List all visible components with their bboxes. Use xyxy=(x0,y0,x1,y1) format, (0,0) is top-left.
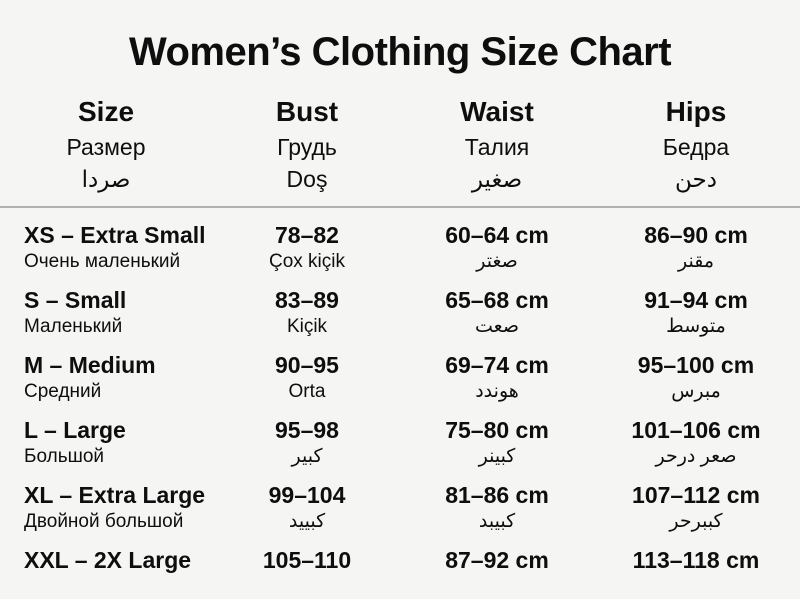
size-sublabel: Очень маленький xyxy=(24,251,181,272)
cell-hips: 86–90 cm مقنر xyxy=(592,221,800,275)
waist-value: 81–86 cm xyxy=(445,482,549,508)
page-title: Women’s Clothing Size Chart xyxy=(128,30,672,74)
cell-waist: 60–64 cm صغتر xyxy=(402,221,592,275)
cell-bust: 95–98 كبير xyxy=(212,416,402,470)
bust-subvalue: Orta xyxy=(288,381,326,402)
header-bust-en: Bust xyxy=(275,96,339,127)
table-row-s: S – Small Маленький 83–89 Kiçik 65–68 cm… xyxy=(0,286,800,340)
cell-waist: 65–68 cm صعت xyxy=(402,286,592,340)
cell-size: XS – Extra Small Очень маленький xyxy=(0,221,212,275)
cell-hips: 107–112 cm كببرحر xyxy=(592,481,800,535)
header-waist-l3: صغير xyxy=(471,166,523,192)
bust-value: 105–110 xyxy=(262,547,352,573)
hips-value: 107–112 cm xyxy=(632,482,760,508)
cell-hips: 91–94 cm متوسط xyxy=(592,286,800,340)
size-sublabel: Средний xyxy=(24,381,102,402)
header-size-en: Size xyxy=(77,96,135,127)
bust-value: 95–98 xyxy=(275,417,339,443)
bust-subvalue: كبييد xyxy=(288,511,326,532)
header-divider xyxy=(0,206,800,208)
hips-value: 86–90 cm xyxy=(644,222,748,248)
header-col-size: Size Размер صردا xyxy=(0,97,212,193)
cell-size: S – Small Маленький xyxy=(0,286,212,340)
hips-value: 91–94 cm xyxy=(644,287,748,313)
waist-subvalue: كبيبد xyxy=(478,511,516,532)
header-hips-ru: Бедра xyxy=(662,134,730,160)
size-sublabel: Двойной большой xyxy=(24,511,184,532)
header-waist-ru: Талия xyxy=(464,134,530,160)
table-row-xl: XL – Extra Large Двойной большой 99–104 … xyxy=(0,481,800,535)
cell-bust: 105–110 xyxy=(212,546,402,574)
header-hips-en: Hips xyxy=(665,96,727,127)
cell-hips: 95–100 cm مبرس xyxy=(592,351,800,405)
size-label: S – Small xyxy=(24,287,127,313)
bust-value: 78–82 xyxy=(275,222,339,248)
header-col-bust: Bust Грудь Doş xyxy=(212,97,402,193)
cell-waist: 75–80 cm كبينر xyxy=(402,416,592,470)
waist-value: 75–80 cm xyxy=(445,417,549,443)
size-label: L – Large xyxy=(24,417,126,443)
bust-subvalue: كبير xyxy=(291,446,323,467)
header-bust-ru: Грудь xyxy=(277,134,337,160)
table-row-xs: XS – Extra Small Очень маленький 78–82 Ç… xyxy=(0,221,800,275)
header-bust-l3: Doş xyxy=(286,166,328,192)
size-label: M – Medium xyxy=(24,352,156,378)
waist-value: 60–64 cm xyxy=(445,222,549,248)
size-label: XL – Extra Large xyxy=(24,482,206,508)
cell-hips: 101–106 cm صعر درحر xyxy=(592,416,800,470)
hips-value: 101–106 cm xyxy=(631,417,761,443)
header-waist-en: Waist xyxy=(460,96,534,127)
waist-subvalue: صعت xyxy=(475,316,519,337)
size-label: XS – Extra Small xyxy=(24,222,206,248)
waist-subvalue: هوندد xyxy=(475,381,519,402)
cell-size: XL – Extra Large Двойной большой xyxy=(0,481,212,535)
hips-subvalue: مبرس xyxy=(671,381,721,402)
bust-subvalue: Kiçik xyxy=(286,316,328,337)
bust-value: 83–89 xyxy=(275,287,339,313)
cell-hips: 113–118 cm xyxy=(592,546,800,574)
table-row-m: M – Medium Средний 90–95 Orta 69–74 cm ه… xyxy=(0,351,800,405)
cell-bust: 78–82 Çox kiçik xyxy=(212,221,402,275)
header-hips-l3: دحن xyxy=(675,166,717,192)
hips-subvalue: صعر درحر xyxy=(655,446,737,467)
header-col-hips: Hips Бедра دحن xyxy=(592,97,800,193)
header-size-l3: صردا xyxy=(81,166,131,192)
waist-value: 65–68 cm xyxy=(445,287,549,313)
bust-value: 90–95 xyxy=(275,352,339,378)
size-sublabel: Большой xyxy=(24,446,105,467)
hips-value: 113–118 cm xyxy=(632,547,760,573)
cell-size: M – Medium Средний xyxy=(0,351,212,405)
header-col-waist: Waist Талия صغير xyxy=(402,97,592,193)
hips-subvalue: كببرحر xyxy=(669,511,723,532)
cell-bust: 90–95 Orta xyxy=(212,351,402,405)
cell-bust: 83–89 Kiçik xyxy=(212,286,402,340)
cell-waist: 87–92 cm xyxy=(402,546,592,574)
cell-waist: 81–86 cm كبيبد xyxy=(402,481,592,535)
bust-value: 99–104 xyxy=(268,482,346,508)
waist-value: 69–74 cm xyxy=(445,352,549,378)
size-label: XXL – 2X Large xyxy=(24,547,192,573)
table-row-l: L – Large Большой 95–98 كبير 75–80 cm كب… xyxy=(0,416,800,470)
hips-subvalue: متوسط xyxy=(666,316,726,337)
cell-bust: 99–104 كبييد xyxy=(212,481,402,535)
waist-subvalue: كبينر xyxy=(478,446,516,467)
hips-value: 95–100 cm xyxy=(637,352,755,378)
cell-size: XXL – 2X Large xyxy=(0,546,212,574)
size-sublabel: Маленький xyxy=(24,316,123,337)
header-size-ru: Размер xyxy=(66,134,146,160)
bust-subvalue: Çox kiçik xyxy=(268,251,345,272)
table-header: Size Размер صردا Bust Грудь Doş Waist Та… xyxy=(0,97,800,193)
table-row-xxl: XXL – 2X Large 105–110 87–92 cm 113–118 … xyxy=(0,546,800,574)
waist-subvalue: صغتر xyxy=(476,251,518,272)
hips-subvalue: مقنر xyxy=(677,251,714,272)
table-body: XS – Extra Small Очень маленький 78–82 Ç… xyxy=(0,208,800,574)
cell-size: L – Large Большой xyxy=(0,416,212,470)
cell-waist: 69–74 cm هوندد xyxy=(402,351,592,405)
waist-value: 87–92 cm xyxy=(445,547,549,573)
